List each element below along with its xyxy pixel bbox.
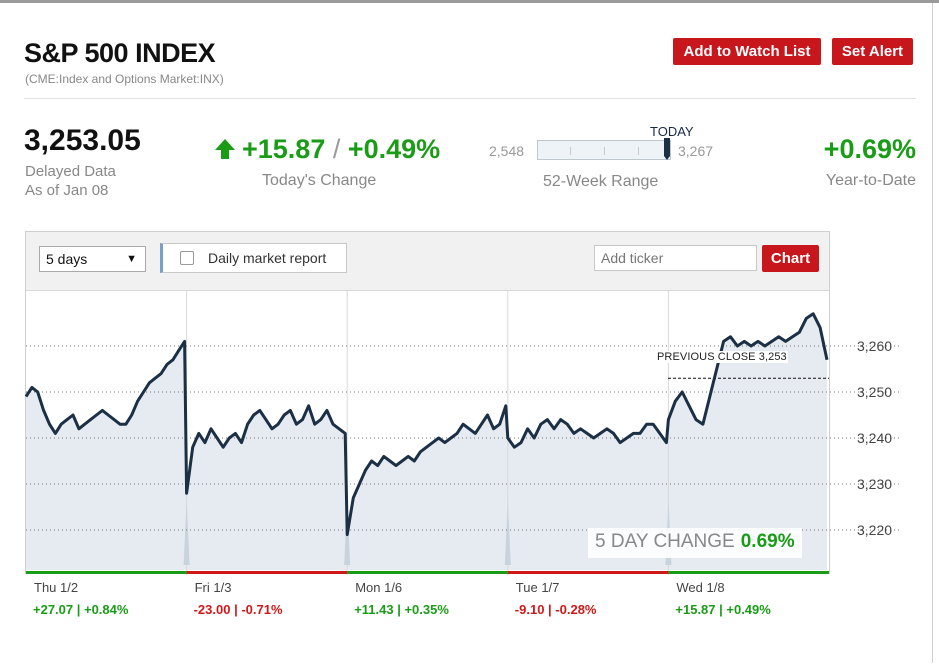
header-divider [24,98,916,99]
range-tick [604,147,605,155]
todays-change: +15.87 / +0.49% [214,134,440,165]
frame-right-border [932,3,933,663]
day-change: +27.07 | +0.84% [33,602,129,617]
frame-top-border [0,0,939,3]
day-change: +11.43 | +0.35% [354,602,449,617]
todays-change-label: Today's Change [262,172,377,189]
page-title: S&P 500 INDEX [24,38,216,68]
day-change-strip [668,571,829,574]
day-change-strip [26,571,187,574]
add-ticker-input[interactable] [594,245,757,271]
delayed-note: Delayed Data As of Jan 08 [25,162,116,200]
price-line [24,312,829,537]
day-label: Fri 1/3 [194,580,232,595]
volume-spike [504,500,511,565]
previous-close-label: PREVIOUS CLOSE 3,253 [656,351,788,363]
today-label: TODAY [650,124,694,139]
daily-report-label: Daily market report [208,250,327,266]
five-day-change: 5 DAY CHANGE 0.69% [588,528,802,558]
y-tick-label: 3,260 [857,338,892,354]
day-change: -9.10 | -0.28% [514,602,597,617]
caret-down-icon: ▼ [126,253,137,265]
day-label: Tue 1/7 [515,580,560,595]
change-points: +15.87 [242,134,326,164]
day-change-strip [507,571,669,574]
ytd-label: Year-to-Date [825,172,916,189]
day-change: +15.87 | +0.49% [675,602,771,617]
range-tick [570,147,571,155]
chart-button[interactable]: Chart [762,245,819,272]
day-change-strip [186,571,348,574]
day-label: Mon 1/6 [355,580,403,595]
range-low: 2,548 [489,143,525,159]
last-price: 3,253.05 [24,124,141,157]
range-high: 3,267 [678,143,714,159]
five-day-change-label: 5 DAY CHANGE [595,531,735,552]
delayed-line-2: As of Jan 08 [25,182,109,199]
y-tick-label: 3,220 [857,522,892,538]
add-to-watch-list-button[interactable]: Add to Watch List [673,38,821,65]
week52-range-bar [537,140,671,160]
week52-range-label: 52-Week Range [543,173,659,190]
day-change-strip [347,571,508,574]
change-separator: / [325,134,348,164]
volume-spike [183,500,190,565]
price-area [26,313,827,570]
delayed-line-1: Delayed Data [25,163,116,180]
ytd-change: +0.69% [823,134,916,164]
day-label: Wed 1/8 [676,580,725,595]
y-tick-label: 3,230 [857,476,892,492]
daily-report-checkbox[interactable] [180,251,194,265]
day-label: Thu 1/2 [34,580,79,595]
range-tick [638,147,639,155]
up-arrow-icon [215,139,235,159]
set-alert-button[interactable]: Set Alert [832,38,913,65]
period-select-value: 5 days [46,251,88,267]
exchange-subtitle: (CME:Index and Options Market:INX) [25,72,224,86]
period-select[interactable]: 5 days ▼ [39,246,146,272]
y-tick-label: 3,250 [857,384,892,400]
today-marker-icon [664,138,670,160]
five-day-change-value: 0.69% [740,531,795,552]
day-change: -23.00 | -0.71% [193,602,283,617]
change-percent: +0.49% [347,134,441,164]
daily-report-toggle[interactable]: Daily market report [160,243,347,273]
y-tick-label: 3,240 [857,430,892,446]
